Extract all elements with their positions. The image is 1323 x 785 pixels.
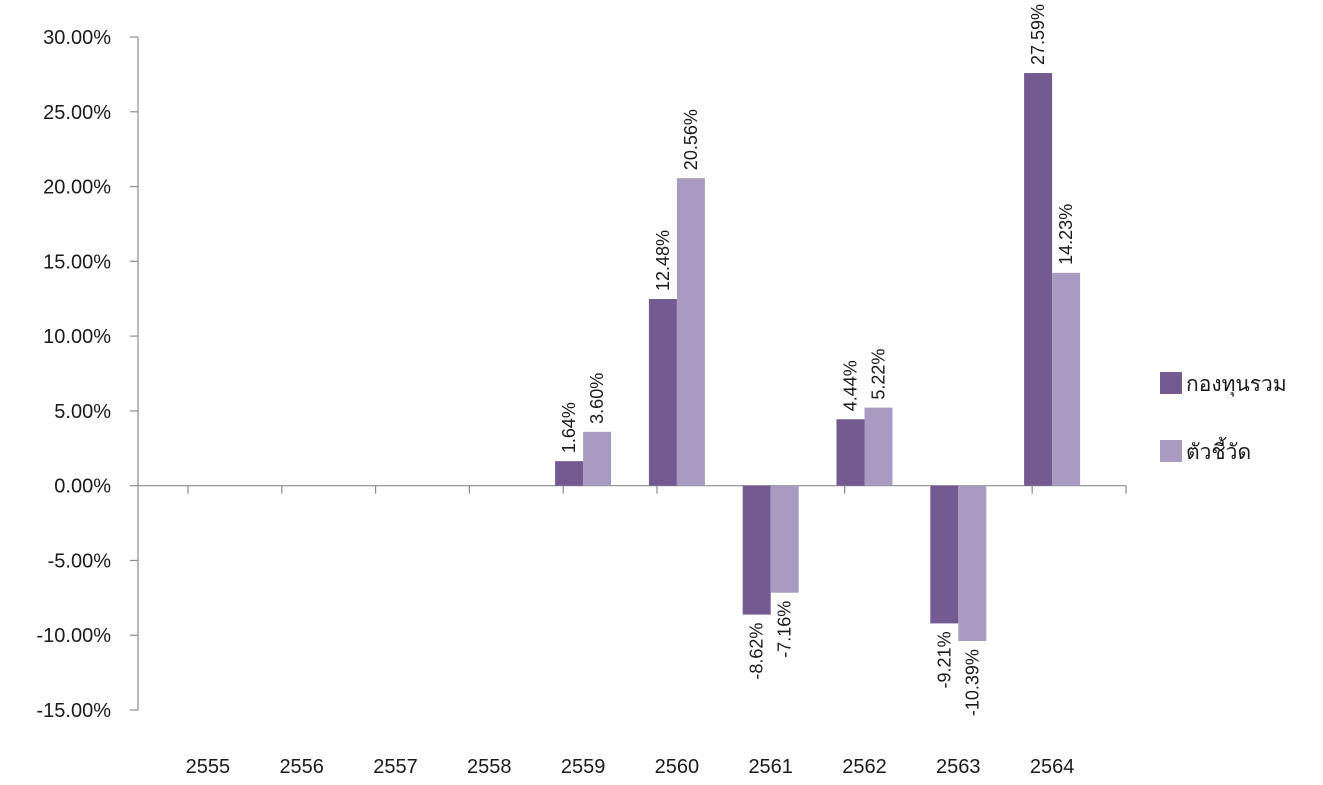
data-label: -7.16% — [775, 601, 795, 658]
y-tick-label: 15.00% — [43, 251, 111, 273]
data-label: -9.21% — [934, 631, 954, 688]
x-tick-label: 2556 — [279, 756, 324, 778]
x-tick-label: 2562 — [842, 756, 887, 778]
legend-swatch — [1160, 372, 1182, 394]
y-tick-label: -10.00% — [37, 625, 112, 647]
x-tick-label: 2557 — [373, 756, 418, 778]
x-axis: 2555 2556 2557 2558 2559 2560 2561 2562 2563 2564 — [138, 485, 1127, 778]
bar — [742, 485, 771, 615]
bar — [770, 485, 799, 593]
bar — [1052, 272, 1081, 486]
y-tick-label: 30.00% — [43, 27, 111, 49]
y-tick-label: 0.00% — [54, 476, 111, 498]
y-tick-label: 10.00% — [43, 326, 111, 348]
data-label: 27.59% — [1028, 4, 1048, 65]
y-tick-label: -15.00% — [37, 700, 112, 722]
x-tick-label: 2564 — [1030, 756, 1075, 778]
x-tick-label: 2560 — [655, 756, 700, 778]
x-tick-label: 2555 — [186, 756, 231, 778]
x-tick-label: 2559 — [561, 756, 606, 778]
bar — [864, 407, 893, 486]
y-tick-label: 25.00% — [43, 102, 111, 124]
y-tick-label: -5.00% — [48, 550, 112, 572]
bar — [676, 178, 705, 486]
x-tick-label: 2558 — [467, 756, 512, 778]
legend-label: ตัวชี้วัด — [1186, 437, 1251, 464]
data-label: 1.64% — [559, 402, 579, 453]
y-tick-label: 5.00% — [54, 401, 111, 423]
data-label: -8.62% — [747, 623, 767, 680]
data-label: 14.23% — [1056, 204, 1076, 265]
data-labels: 1.64% 12.48% -8.62% 4.44% -9.21% 27.59% 3.60% 2… — [559, 4, 1076, 716]
bars — [555, 73, 1081, 642]
data-label: 5.22% — [869, 349, 889, 400]
y-tick-label: 20.00% — [43, 177, 111, 199]
bar — [555, 461, 584, 486]
data-label: -10.39% — [962, 649, 982, 716]
bar — [836, 419, 865, 486]
bar — [583, 431, 612, 486]
bar — [648, 299, 677, 486]
legend-swatch — [1160, 440, 1182, 462]
x-tick-label: 2563 — [936, 756, 981, 778]
y-axis: 30.00% 25.00% 20.00% 15.00% 10.00% 5.00% 0.00%… — [37, 27, 139, 722]
legend-label: กองทุนรวม — [1186, 373, 1287, 397]
data-label: 12.48% — [653, 230, 673, 291]
data-label: 4.44% — [841, 360, 861, 411]
data-label: 20.56% — [681, 109, 701, 170]
x-tick-label: 2561 — [748, 756, 793, 778]
bar — [1024, 73, 1053, 486]
data-label: 3.60% — [587, 373, 607, 424]
bar — [958, 485, 987, 642]
bar — [930, 485, 959, 624]
